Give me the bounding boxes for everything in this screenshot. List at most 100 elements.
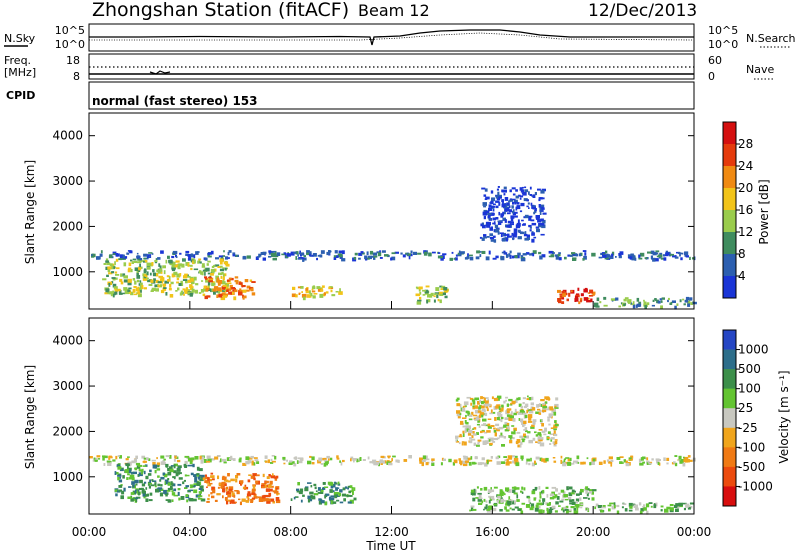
data-cell: [328, 250, 331, 254]
data-cell: [136, 275, 141, 279]
data-cell: [179, 273, 182, 277]
data-cell: [114, 271, 118, 274]
ytick-label: 1000: [52, 470, 83, 484]
power-data-layer: [91, 186, 697, 310]
data-cell: [527, 237, 530, 240]
data-cell: [104, 292, 109, 295]
data-cell: [171, 263, 175, 268]
data-cell: [538, 429, 543, 431]
data-cell: [372, 252, 377, 256]
data-cell: [172, 476, 176, 479]
data-cell: [470, 489, 475, 493]
data-cell: [580, 506, 583, 509]
data-cell: [468, 429, 473, 434]
data-cell: [441, 457, 444, 461]
data-cell: [583, 255, 587, 260]
data-cell: [96, 455, 101, 458]
data-cell: [115, 258, 119, 262]
data-cell: [117, 466, 122, 470]
data-cell: [241, 285, 246, 288]
data-cell: [477, 410, 482, 413]
data-cell: [262, 498, 266, 502]
data-cell: [661, 297, 665, 300]
data-cell: [501, 406, 504, 410]
data-cell: [545, 428, 547, 432]
freq-jitter: [149, 70, 171, 75]
data-cell: [506, 403, 509, 407]
data-cell: [511, 425, 515, 427]
xtick-label: 00:00: [677, 525, 712, 539]
data-cell: [112, 294, 115, 298]
data-cell: [455, 254, 458, 257]
data-cell: [206, 501, 210, 503]
data-cell: [341, 493, 347, 497]
data-cell: [475, 256, 480, 260]
data-cell: [517, 444, 522, 448]
data-cell: [193, 474, 197, 477]
data-cell: [486, 408, 489, 412]
data-cell: [335, 487, 338, 491]
data-cell: [511, 508, 515, 511]
data-cell: [139, 286, 143, 289]
data-cell: [370, 255, 374, 258]
data-cell: [344, 486, 348, 489]
data-cell: [683, 456, 685, 459]
data-cell: [141, 489, 145, 492]
data-cell: [119, 455, 122, 459]
data-cell: [521, 438, 526, 441]
data-cell: [592, 292, 595, 296]
data-cell: [575, 504, 580, 508]
data-cell: [142, 465, 147, 467]
data-cell: [254, 459, 259, 462]
data-cell: [493, 429, 497, 433]
data-cell: [547, 416, 552, 419]
data-cell: [239, 457, 242, 460]
data-cell: [143, 470, 146, 475]
data-cell: [235, 478, 238, 483]
data-cell: [538, 439, 543, 442]
data-cell: [507, 224, 511, 228]
data-cell: [457, 252, 460, 255]
data-cell: [176, 459, 181, 463]
data-cell: [337, 487, 340, 489]
data-cell: [472, 428, 474, 430]
data-cell: [113, 286, 118, 290]
data-cell: [262, 257, 266, 261]
data-cell: [486, 224, 491, 228]
data-cell: [525, 403, 529, 408]
data-cell: [296, 460, 299, 464]
xtick-label: 20:00: [576, 525, 611, 539]
data-cell: [118, 293, 123, 295]
data-cell: [521, 502, 526, 505]
data-cell: [494, 224, 499, 229]
data-cell: [502, 238, 506, 242]
data-cell: [115, 274, 120, 276]
data-cell: [553, 426, 556, 429]
data-cell: [293, 457, 297, 460]
data-cell: [509, 415, 514, 419]
data-cell: [320, 289, 324, 292]
data-cell: [444, 295, 448, 299]
data-cell: [170, 465, 174, 467]
data-cell: [224, 282, 229, 287]
data-cell: [484, 400, 489, 404]
data-cell: [193, 483, 197, 486]
data-cell: [192, 260, 195, 265]
data-cell: [574, 504, 578, 507]
data-cell: [136, 271, 139, 275]
data-cell: [490, 239, 495, 242]
data-cell: [187, 457, 192, 462]
data-cell: [322, 482, 326, 485]
data-cell: [169, 487, 173, 490]
data-cell: [266, 476, 270, 479]
data-cell: [655, 458, 660, 461]
data-cell: [117, 455, 120, 457]
data-cell: [148, 283, 153, 286]
data-cell: [212, 288, 217, 292]
data-cell: [572, 462, 575, 465]
data-cell: [687, 455, 691, 458]
data-cell: [204, 277, 208, 280]
data-cell: [465, 425, 469, 429]
data-cell: [349, 485, 353, 489]
colorbar-tick-label: -500: [738, 460, 765, 474]
